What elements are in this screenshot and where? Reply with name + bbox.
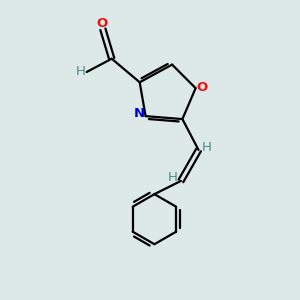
Text: H: H <box>168 172 178 184</box>
Text: O: O <box>96 17 108 30</box>
Text: O: O <box>196 81 208 94</box>
Text: N: N <box>134 107 145 120</box>
Text: H: H <box>202 141 212 154</box>
Text: H: H <box>75 65 85 78</box>
